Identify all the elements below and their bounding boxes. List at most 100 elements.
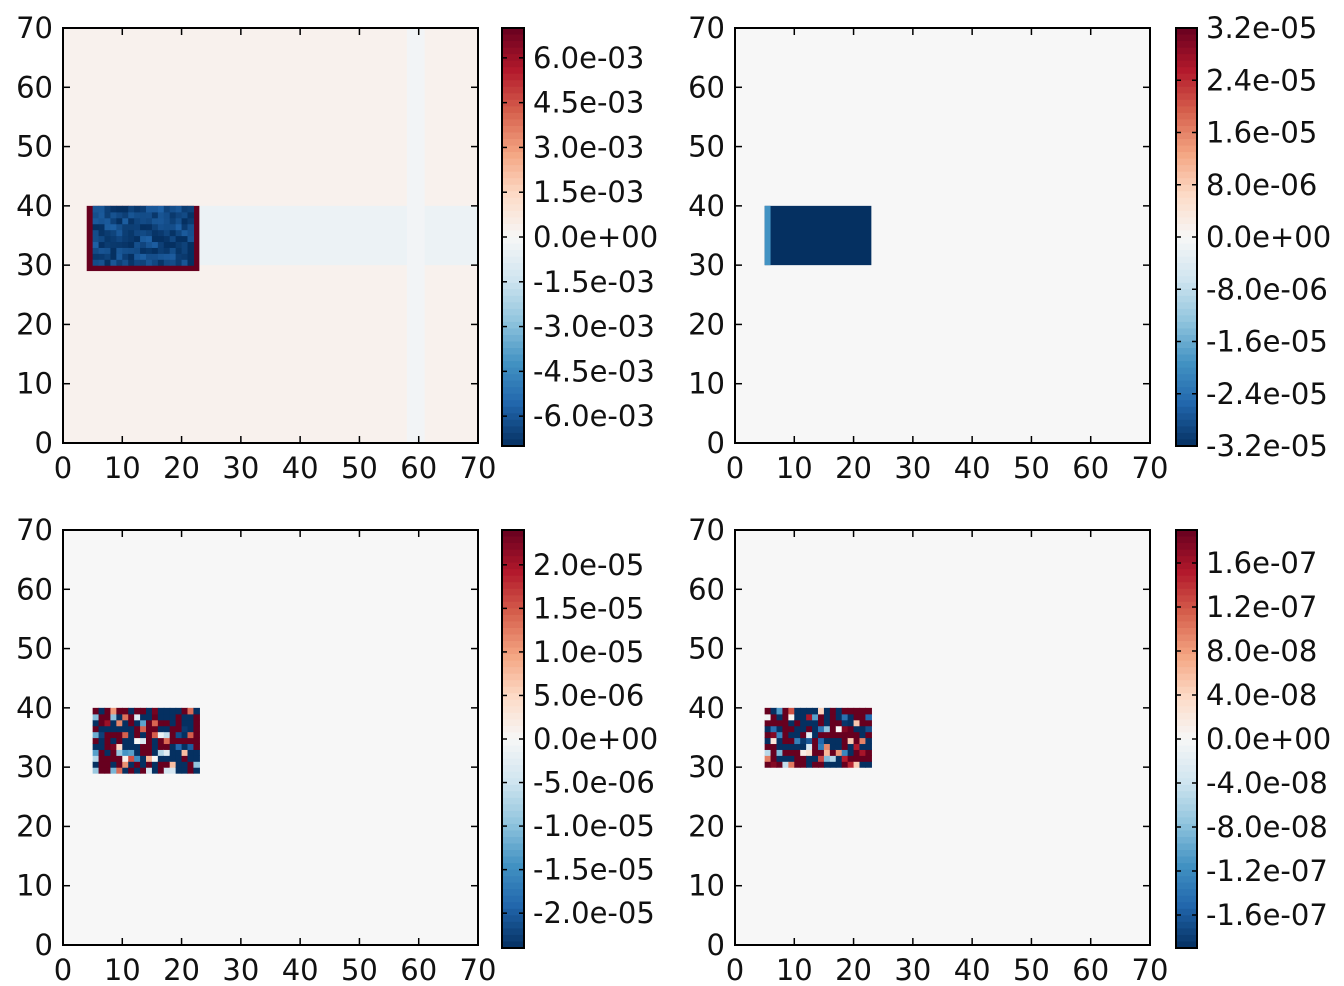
- heatmap-cell: [98, 725, 106, 733]
- colorbar-segment: [502, 601, 524, 609]
- heatmap-cell: [163, 205, 171, 213]
- heatmap-cell: [104, 253, 112, 260]
- heatmap-cell: [140, 743, 147, 750]
- heatmap-cell: [128, 731, 135, 739]
- colorbar-segment: [1176, 641, 1197, 649]
- heatmap-cell: [764, 737, 772, 745]
- heatmap-cell: [776, 761, 784, 768]
- colorbar-segment: [502, 419, 524, 428]
- plot-frame: [62, 27, 479, 444]
- colorbar-segment: [502, 667, 524, 675]
- heatmap-cell: [104, 205, 112, 213]
- heatmap-cell: [163, 259, 171, 266]
- heatmap-cell: [818, 719, 825, 727]
- heatmap-cell: [134, 229, 141, 237]
- colorbar-segment: [1176, 595, 1197, 603]
- colorbar-tick-label: -8.0e-08: [1206, 810, 1328, 844]
- heatmap-cell: [110, 755, 117, 762]
- y-tick-label: 0: [35, 426, 53, 460]
- y-tick-label: 70: [16, 513, 53, 547]
- colorbar-segment: [1176, 387, 1197, 395]
- heatmap-cell: [794, 737, 801, 745]
- faint-band: [406, 28, 425, 443]
- heatmap-cell: [823, 719, 831, 727]
- heatmap-cell: [163, 731, 171, 739]
- heatmap-cell: [98, 713, 106, 721]
- heatmap-cell: [859, 731, 867, 739]
- colorbar-segment: [502, 54, 524, 62]
- heatmap-cell: [163, 235, 171, 243]
- colorbar-segment: [502, 856, 524, 864]
- heatmap-cell: [181, 707, 189, 715]
- heatmap-cell: [788, 719, 795, 727]
- heatmap-cell: [853, 731, 861, 739]
- heatmap-cell: [151, 761, 159, 768]
- heatmap-cell: [175, 755, 183, 762]
- x-tick-label: 40: [954, 953, 991, 986]
- heatmap-cell: [128, 235, 135, 243]
- heatmap-cell: [98, 205, 106, 213]
- colorbar-segment: [1176, 132, 1197, 140]
- heatmap-cell: [181, 719, 189, 727]
- colorbar-segment: [1176, 289, 1197, 297]
- heatmap-cell: [98, 223, 106, 231]
- heatmap-cell: [770, 749, 778, 756]
- heatmap-cell: [163, 755, 171, 762]
- heatmap-cell: [764, 725, 772, 733]
- heatmap-cell: [776, 749, 784, 756]
- heatmap-cell: [98, 235, 106, 243]
- colorbar-segment: [502, 608, 524, 616]
- heatmap-cell: [841, 749, 849, 756]
- colorbar-segment: [502, 582, 524, 590]
- heatmap-cell: [140, 707, 147, 715]
- heatmap-cell: [128, 761, 135, 768]
- heatmap-cell: [92, 241, 100, 248]
- colorbar-segment: [1176, 432, 1197, 441]
- heatmap-cell: [175, 767, 183, 774]
- x-tick-label: 0: [726, 451, 744, 485]
- colorbar-segment: [502, 432, 524, 441]
- colorbar-segment: [1176, 797, 1197, 805]
- heatmap-cell: [163, 211, 171, 219]
- heatmap-cell: [859, 737, 867, 745]
- heatmap-cell: [187, 259, 195, 266]
- colorbar-tick-label: 2.0e-05: [533, 548, 644, 582]
- colorbar-segment: [502, 575, 524, 583]
- heatmap-cell: [134, 235, 141, 243]
- heatmap-cell: [157, 761, 165, 768]
- heatmap-cell: [835, 719, 843, 727]
- colorbar-segment: [502, 387, 524, 395]
- heatmap-cell: [122, 223, 129, 231]
- heatmap-cell: [98, 737, 106, 745]
- heatmap-cell: [782, 731, 789, 739]
- heatmap-cell: [157, 241, 165, 248]
- heatmap-cell: [110, 235, 117, 243]
- heatmap-cell: [122, 761, 129, 768]
- colorbar-segment: [1176, 915, 1197, 923]
- colorbar-segment: [1176, 627, 1197, 636]
- heatmap-cell: [122, 767, 129, 774]
- heatmap-cell: [782, 755, 789, 762]
- heatmap-cell: [187, 731, 195, 739]
- colorbar-segment: [1176, 608, 1197, 616]
- colorbar-segment: [502, 647, 524, 655]
- heatmap-cell: [770, 755, 778, 762]
- colorbar-segment: [1176, 588, 1197, 596]
- heatmap-cell: [122, 247, 129, 254]
- colorbar-segment: [502, 334, 524, 343]
- y-tick-label: 50: [688, 632, 725, 666]
- heatmap-cell: [110, 253, 117, 260]
- heatmap-cell: [110, 241, 117, 248]
- colorbar-segment: [502, 308, 524, 316]
- colorbar-segment: [1176, 86, 1197, 94]
- y-tick-label: 20: [16, 809, 53, 843]
- colorbar-segment: [502, 256, 524, 264]
- colorbar-segment: [502, 810, 524, 818]
- colorbar-segment: [502, 641, 524, 649]
- colorbar-segment: [502, 295, 524, 303]
- colorbar-segment: [1176, 139, 1197, 147]
- heatmap-cell: [92, 707, 100, 715]
- heatmap-cell: [169, 731, 177, 739]
- heatmap-cell: [128, 755, 135, 762]
- heatmap-cell: [134, 749, 141, 756]
